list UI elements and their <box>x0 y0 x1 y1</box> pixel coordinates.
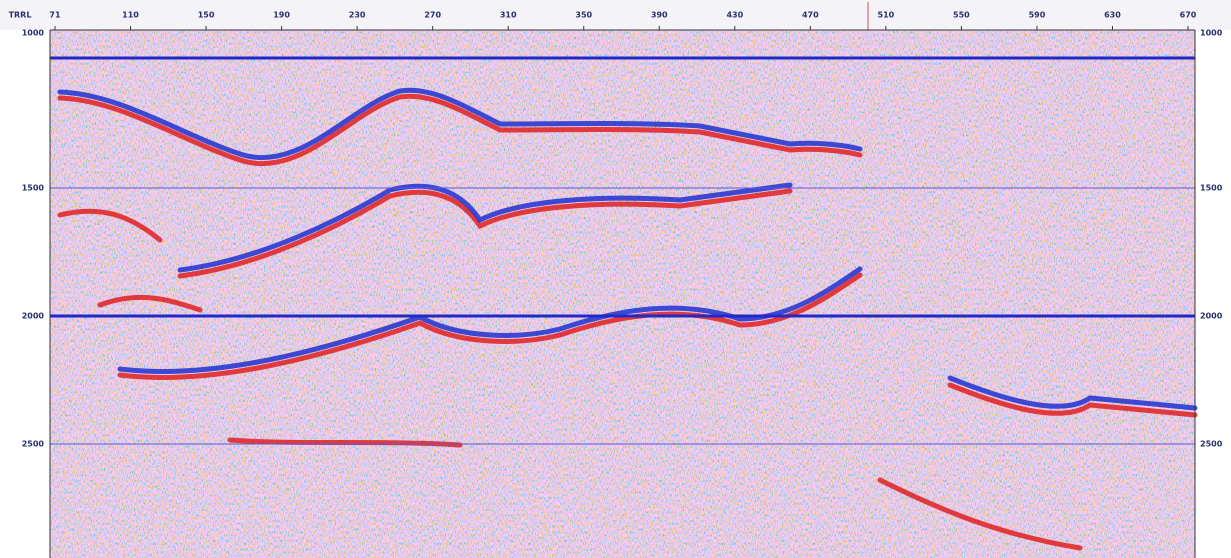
trace-tick-label: 350 <box>575 11 592 20</box>
trace-tick-label: 110 <box>122 11 139 20</box>
trace-tick-label: 270 <box>424 11 441 20</box>
trace-tick-label: 230 <box>349 11 366 20</box>
trace-tick-label: 390 <box>651 11 668 20</box>
time-tick-label: 2500 <box>1200 440 1223 449</box>
trace-tick-label: 590 <box>1029 11 1046 20</box>
time-tick-label: 2000 <box>22 312 45 321</box>
trace-tick-label: 430 <box>726 11 743 20</box>
time-tick-label: 2500 <box>22 440 45 449</box>
axis-label: TRRL <box>9 11 32 20</box>
time-tick-label: 2000 <box>1200 312 1223 321</box>
trace-tick-label: 510 <box>878 11 895 20</box>
trace-tick-label: 150 <box>198 11 215 20</box>
trace-tick-label: 310 <box>500 11 517 20</box>
time-tick-label: 1000 <box>22 29 45 38</box>
time-tick-label: 1500 <box>1200 184 1223 193</box>
trace-tick-label: 71 <box>49 11 61 20</box>
time-tick-label: 1000 <box>1200 29 1223 38</box>
trace-tick-label: 190 <box>273 11 290 20</box>
time-tick-label: 1500 <box>22 184 45 193</box>
trace-tick-label: 670 <box>1180 11 1197 20</box>
top-axis-strip <box>0 0 1231 30</box>
trace-tick-label: 470 <box>802 11 819 20</box>
trace-tick-label: 630 <box>1104 11 1121 20</box>
trace-tick-label: 550 <box>953 11 970 20</box>
seismic-noise <box>50 30 1195 558</box>
reflectors <box>57 87 1198 551</box>
